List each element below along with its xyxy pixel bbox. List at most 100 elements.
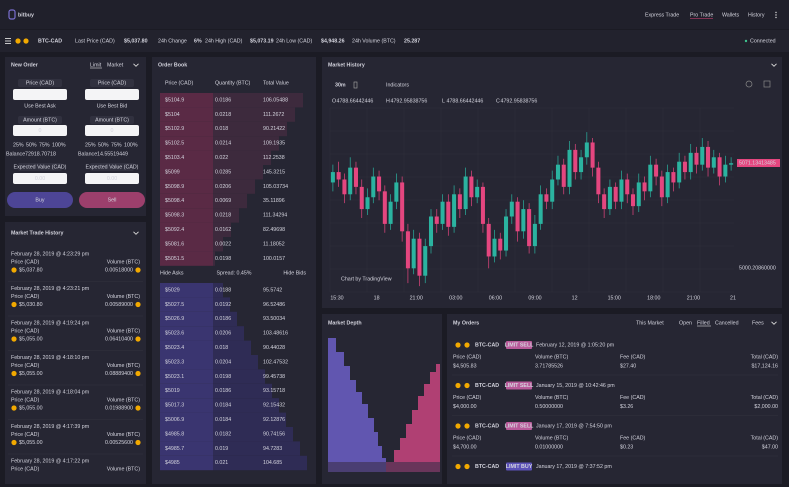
- candle-body: [417, 238, 422, 276]
- order-button-label[interactable]: Buy: [35, 197, 44, 203]
- ask-cell: $5103.4: [165, 155, 184, 161]
- order-time: February 12, 2019 @ 1:05:20 pm: [536, 342, 615, 348]
- candle-body: [428, 216, 434, 247]
- candle-type-icon[interactable]: [353, 81, 358, 89]
- ask-depth-bar: [213, 150, 271, 165]
- percent-button[interactable]: 50%: [26, 142, 37, 148]
- input-value: 0: [111, 128, 114, 134]
- bid-cell: $5023.3: [165, 359, 184, 365]
- bid-cell: $4985.7: [165, 446, 184, 452]
- candle-body: [711, 157, 716, 168]
- indicators-button[interactable]: Indicators: [386, 82, 409, 88]
- order-filter[interactable]: This Market: [636, 320, 664, 326]
- bid-cell: 0.0186: [215, 316, 231, 322]
- order-button[interactable]: [7, 192, 73, 208]
- nav-link[interactable]: Pro Trade: [690, 12, 713, 18]
- candle-body: [602, 194, 607, 210]
- order-tab[interactable]: Limit: [90, 62, 102, 68]
- order-button-label[interactable]: Sell: [108, 197, 117, 203]
- balance-label: Balance: [78, 151, 97, 157]
- order-filter[interactable]: Filled: [697, 320, 710, 326]
- bid-cell: 0.0184: [215, 417, 231, 423]
- interval-button[interactable]: 30m: [335, 82, 346, 88]
- order-filter[interactable]: Cancelled: [715, 320, 739, 326]
- order-filter[interactable]: Fees: [752, 320, 764, 326]
- candle-body: [377, 176, 382, 192]
- candle-body: [440, 201, 445, 224]
- candle-body: [573, 149, 578, 173]
- percent-button[interactable]: 50%: [98, 142, 109, 148]
- input-box[interactable]: [85, 89, 139, 100]
- input-box[interactable]: [13, 125, 67, 136]
- trade-price: $5,055.00: [19, 440, 43, 446]
- chevron-icon[interactable]: [771, 63, 777, 67]
- watermark: Chart by TradingView: [341, 276, 392, 282]
- nav-link[interactable]: History: [748, 12, 765, 18]
- order-filter[interactable]: Open: [679, 320, 692, 326]
- menu-dot[interactable]: [775, 14, 777, 16]
- candle-body: [590, 142, 595, 168]
- hamburger-icon[interactable]: [5, 38, 11, 44]
- percent-button[interactable]: 100%: [52, 142, 66, 148]
- input-box[interactable]: [13, 89, 67, 100]
- coin-icon: [135, 405, 141, 411]
- settings-icon[interactable]: [745, 80, 753, 88]
- percent-button[interactable]: 75%: [111, 142, 122, 148]
- candle-body: [382, 191, 387, 224]
- coin-icon: [455, 342, 461, 348]
- ask-cell: 0.0022: [215, 241, 231, 247]
- fullscreen-icon[interactable]: [763, 80, 771, 88]
- chevron-icon[interactable]: [771, 321, 777, 325]
- trade-volume-label: Volume (BTC): [107, 397, 140, 403]
- percent-button[interactable]: 25%: [13, 142, 24, 148]
- bid-depth-bar: [213, 355, 258, 370]
- menu-dot[interactable]: [775, 16, 777, 19]
- ask-depth-bar: [160, 165, 213, 180]
- panel-title: New Order: [11, 62, 38, 68]
- trade-time: February 28, 2019 @ 4:18:04 pm: [11, 389, 90, 395]
- hide-asks-button[interactable]: Hide Asks: [160, 270, 184, 276]
- bid-cell: 93.50034: [263, 316, 285, 322]
- best-price-link[interactable]: Use Best Bid: [97, 103, 128, 109]
- connection-status: Connected: [750, 38, 776, 44]
- bid-depth-bar: [160, 455, 213, 471]
- nav-link[interactable]: Wallets: [722, 12, 740, 18]
- best-price-link[interactable]: Use Best Ask: [24, 103, 56, 109]
- trade-price: $5,055.00: [19, 336, 43, 342]
- nav-link[interactable]: Express Trade: [645, 12, 679, 18]
- ask-cell: 0.0285: [215, 169, 231, 175]
- percent-button[interactable]: 100%: [124, 142, 138, 148]
- time-label: 21:00: [687, 295, 700, 301]
- candle-body: [446, 201, 451, 227]
- order-button[interactable]: [79, 192, 145, 208]
- coin-icon: [455, 423, 461, 429]
- percent-button[interactable]: 75%: [39, 142, 50, 148]
- coin-icon: [23, 38, 29, 44]
- candle-body: [688, 152, 693, 173]
- chevron-icon[interactable]: [133, 231, 139, 235]
- chevron-icon[interactable]: [133, 63, 139, 67]
- input-box[interactable]: [85, 173, 139, 184]
- order-time: January 15, 2019 @ 10:42:46 pm: [536, 383, 615, 389]
- time-label: 09:00: [528, 295, 541, 301]
- order-column-label: Volume (BTC): [535, 354, 568, 360]
- ask-cell: 100.0157: [263, 256, 285, 262]
- menu-dot[interactable]: [775, 11, 777, 14]
- order-tab[interactable]: Market: [107, 62, 124, 68]
- input-box[interactable]: [85, 125, 139, 136]
- input-box[interactable]: [13, 173, 67, 184]
- bid-depth-bar: [213, 441, 300, 456]
- candle-body: [654, 164, 659, 177]
- candle-body: [665, 172, 670, 198]
- bid-cell: 93.15718: [263, 388, 285, 394]
- hide-bids-button[interactable]: Hide Bids: [283, 270, 306, 276]
- bid-depth-bar: [213, 383, 272, 399]
- candle-body: [452, 194, 457, 227]
- coin-icon: [455, 463, 461, 470]
- order-value: $4,000.00: [453, 404, 477, 410]
- trade-price-label: Price (CAD): [11, 432, 39, 438]
- percent-button[interactable]: 25%: [85, 142, 96, 148]
- trade-price-label: Price (CAD): [11, 397, 39, 403]
- order-value: $17,124.16: [751, 363, 778, 369]
